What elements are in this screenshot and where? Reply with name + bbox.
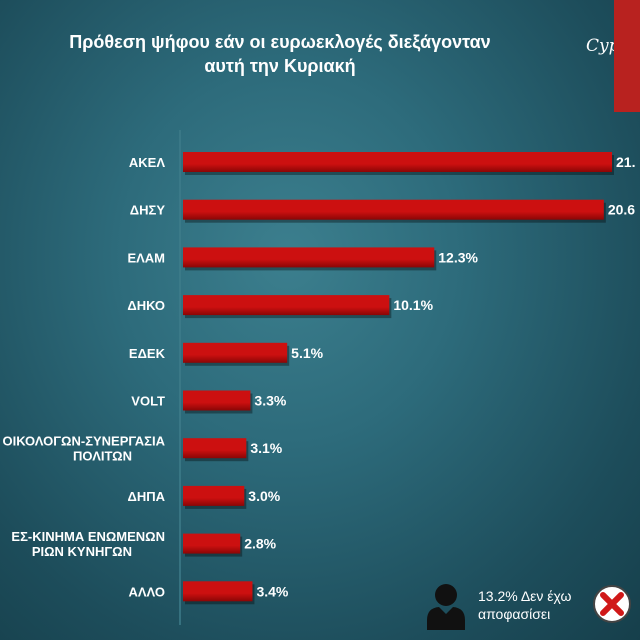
- bar-value-label: 21.: [616, 154, 635, 170]
- bar: [183, 533, 241, 554]
- category-label-line: ΔΗΣΥ: [130, 203, 166, 218]
- bar: [183, 295, 390, 316]
- bar-value-label: 5.1%: [291, 345, 323, 361]
- person-silhouette-icon: [427, 584, 465, 630]
- undecided-note: 13.2% Δεν έχω αποφασίσει: [478, 587, 571, 623]
- category-label-line: ΑΚΕΛ: [129, 155, 165, 170]
- bar-value-label: 3.3%: [254, 393, 286, 409]
- bar: [183, 342, 288, 363]
- category-label: ΑΛΛΟ: [129, 584, 166, 599]
- category-label-line: ΕΔΕΚ: [129, 346, 166, 361]
- x-circle-icon: [593, 585, 631, 623]
- bar-value-label: 3.4%: [256, 583, 288, 599]
- bar-value-label: 2.8%: [244, 536, 276, 552]
- logo-red-bar: [614, 0, 640, 112]
- bar: [183, 390, 251, 411]
- chart-title: Πρόθεση ψήφου εάν οι ευρωεκλογές διεξάγο…: [20, 30, 540, 78]
- category-label-line: ΠΟΛΙΤΩΝ: [73, 449, 132, 464]
- bar: [183, 199, 604, 220]
- category-label-line: ΔΗΠΑ: [127, 489, 165, 504]
- category-label-line: ΟΙΚΟΛΟΓΩΝ-ΣΥΝΕΡΓΑΣΙΑ: [3, 434, 166, 449]
- bar-value-label: 20.6: [608, 202, 635, 218]
- undecided-note-line-1: 13.2% Δεν έχω: [478, 588, 572, 604]
- bar-value-label: 10.1%: [393, 297, 433, 313]
- undecided-note-line-2: αποφασίσει: [478, 606, 551, 622]
- category-label: ΕΣ-ΚΙΝΗΜΑ ΕΝΩΜΕΝΩΝ ΡΙΩΝ ΚΥΝΗΓΩΝ: [11, 529, 165, 559]
- category-label: VOLT: [131, 394, 165, 409]
- bar: [183, 247, 435, 268]
- chart-title-line-2: αυτή την Κυριακή: [204, 56, 356, 76]
- bar: [183, 438, 247, 459]
- category-label: ΔΗΚΟ: [127, 298, 165, 313]
- bar: [183, 152, 612, 172]
- category-label: ΕΔΕΚ: [129, 346, 166, 361]
- category-label: ΕΛΑΜ: [127, 250, 165, 265]
- bar-value-label: 3.0%: [248, 488, 280, 504]
- category-label: ΑΚΕΛ: [129, 155, 165, 170]
- chart-title-line-1: Πρόθεση ψήφου εάν οι ευρωεκλογές διεξάγο…: [69, 32, 491, 52]
- category-label: ΟΙΚΟΛΟΓΩΝ-ΣΥΝΕΡΓΑΣΙΑ ΠΟΛΙΤΩΝ: [3, 434, 166, 464]
- category-label: ΔΗΣΥ: [130, 203, 166, 218]
- bar-value-label: 3.1%: [250, 440, 282, 456]
- category-label-line: VOLT: [131, 394, 165, 409]
- bar: [183, 581, 253, 602]
- bar: [183, 485, 245, 506]
- bar-value-label: 12.3%: [438, 249, 478, 265]
- category-label-line: ΡΙΩΝ ΚΥΝΗΓΩΝ: [32, 544, 132, 559]
- category-label-line: ΕΣ-ΚΙΝΗΜΑ ΕΝΩΜΕΝΩΝ: [11, 529, 165, 544]
- category-label-line: ΕΛΑΜ: [127, 250, 165, 265]
- category-label: ΔΗΠΑ: [127, 489, 165, 504]
- category-label-line: ΔΗΚΟ: [127, 298, 165, 313]
- category-label-line: ΑΛΛΟ: [129, 584, 166, 599]
